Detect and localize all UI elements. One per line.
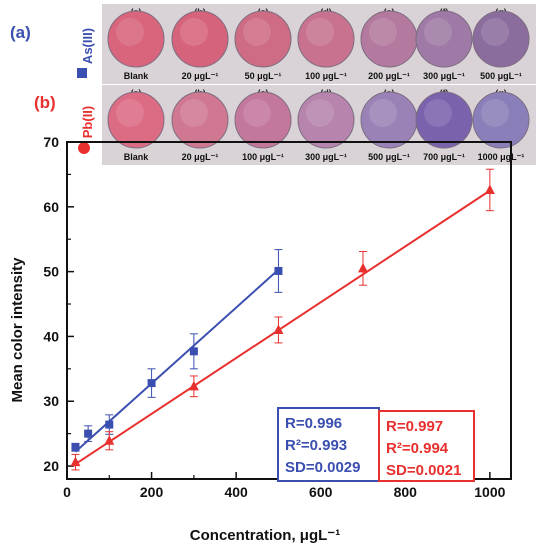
series-as-stats-box <box>277 407 380 482</box>
panel-b-well <box>472 91 530 149</box>
series-pb-point <box>484 184 495 194</box>
panel-b-well <box>171 91 229 149</box>
panel-b-well-conc: 500 μgL⁻¹ <box>368 152 410 162</box>
series-as-point <box>105 420 114 429</box>
panel-b-circle-marker <box>78 142 90 154</box>
y-tick-label: 60 <box>43 199 59 215</box>
panel-a-well <box>472 10 530 68</box>
panel-a-well-sheen <box>306 18 334 46</box>
panel-a-wells: (a)Blank(b)20 μgL⁻¹(c)50 μgL⁻¹(d)100 μgL… <box>107 7 530 81</box>
series-as-point <box>147 379 156 388</box>
y-tick-label: 30 <box>43 393 59 409</box>
y-tick-label: 70 <box>43 134 59 150</box>
panel-a-well-conc: 300 μgL⁻¹ <box>423 71 465 81</box>
panel-a-label: (a) <box>10 23 31 42</box>
series-as-point <box>189 347 198 356</box>
panel-b-well-sheen <box>369 99 397 127</box>
series-pb-point <box>358 262 368 273</box>
series-pb-point <box>188 380 199 391</box>
panel-a-well-sheen <box>424 18 452 46</box>
panel-a-well-conc: 500 μgL⁻¹ <box>480 71 522 81</box>
panel-b-well <box>415 91 473 149</box>
panel-a-well-conc: Blank <box>124 71 150 81</box>
panel-a-well-sheen <box>116 18 144 46</box>
series-pb-point <box>104 435 115 445</box>
panel-a-well-sheen <box>180 18 208 46</box>
x-axis-label: Concentration, μgL⁻¹ <box>190 527 340 544</box>
panel-b-well-conc: 100 μgL⁻¹ <box>242 152 284 162</box>
series-pb-stats-box <box>378 410 475 482</box>
panel-a-well-conc: 200 μgL⁻¹ <box>368 71 410 81</box>
panel-a-well <box>234 10 292 68</box>
series-pb-point <box>70 456 81 467</box>
panel-b-well-conc: 700 μgL⁻¹ <box>423 152 465 162</box>
y-tick-label: 20 <box>43 458 59 474</box>
series-pb-stat: R=0.997 <box>386 418 443 435</box>
panel-a-analyte: As(III) <box>80 28 95 64</box>
panel-b-well-sheen <box>116 99 144 127</box>
panel-a-well <box>171 10 229 68</box>
series-pb-point <box>273 324 284 334</box>
x-tick-label: 200 <box>140 484 164 500</box>
series-as-point <box>84 429 93 438</box>
series-as-stat: R=0.996 <box>285 415 342 432</box>
series-pb-stat: R²=0.994 <box>386 440 449 457</box>
panel-a-well <box>107 10 165 68</box>
panel-a-square-marker <box>77 68 87 78</box>
series-as-point <box>71 443 80 452</box>
panel-b-well <box>297 91 355 149</box>
y-axis-label: Mean color intensity <box>9 257 26 403</box>
panel-b-well-sheen <box>306 99 334 127</box>
panel-a-well-sheen <box>369 18 397 46</box>
panel-b-well <box>234 91 292 149</box>
x-tick-label: 600 <box>309 484 333 500</box>
x-tick-label: 800 <box>394 484 418 500</box>
series-as-stat: R²=0.993 <box>285 437 347 454</box>
panel-b-well-sheen <box>481 99 509 127</box>
panel-b-well-sheen <box>424 99 452 127</box>
panel-b-well-conc: 300 μgL⁻¹ <box>305 152 347 162</box>
panel-a-well-sheen <box>243 18 271 46</box>
x-tick-label: 1000 <box>474 484 505 500</box>
panel-b-well-sheen <box>180 99 208 127</box>
series-as-point <box>274 266 283 275</box>
series-pb-fit-line <box>74 189 491 465</box>
y-tick-label: 40 <box>43 328 59 344</box>
panel-b-analyte: Pb(II) <box>80 106 95 139</box>
panel-b-well-conc: 20 μgL⁻¹ <box>182 152 219 162</box>
plot-area: 0 200 400 600 800 1000 20 30 40 50 60 70 R=0.996 R²=0… <box>43 134 512 500</box>
series-pb-stat: SD=0.0021 <box>386 462 461 479</box>
panel-a-well-conc: 100 μgL⁻¹ <box>305 71 347 81</box>
panel-a-well-conc: 50 μgL⁻¹ <box>245 71 282 81</box>
panel-a-well-conc: 20 μgL⁻¹ <box>182 71 219 81</box>
panel-b-wells: (a)Blank(b)20 μgL⁻¹(c)100 μgL⁻¹(d)300 μg… <box>107 88 530 162</box>
x-tick-label: 0 <box>63 484 71 500</box>
panel-b-well-conc: Blank <box>124 152 150 162</box>
y-tick-label: 50 <box>43 264 59 280</box>
panel-a-well-sheen <box>481 18 509 46</box>
series-as-stat: SD=0.0029 <box>285 459 360 476</box>
x-tick-label: 400 <box>224 484 248 500</box>
panel-a-well <box>297 10 355 68</box>
panel-b-well <box>107 91 165 149</box>
panel-b-label: (b) <box>34 93 56 112</box>
panel-b-well-sheen <box>243 99 271 127</box>
panel-b-well-conc: 1000 μgL⁻¹ <box>478 152 525 162</box>
panel-a-well <box>415 10 473 68</box>
